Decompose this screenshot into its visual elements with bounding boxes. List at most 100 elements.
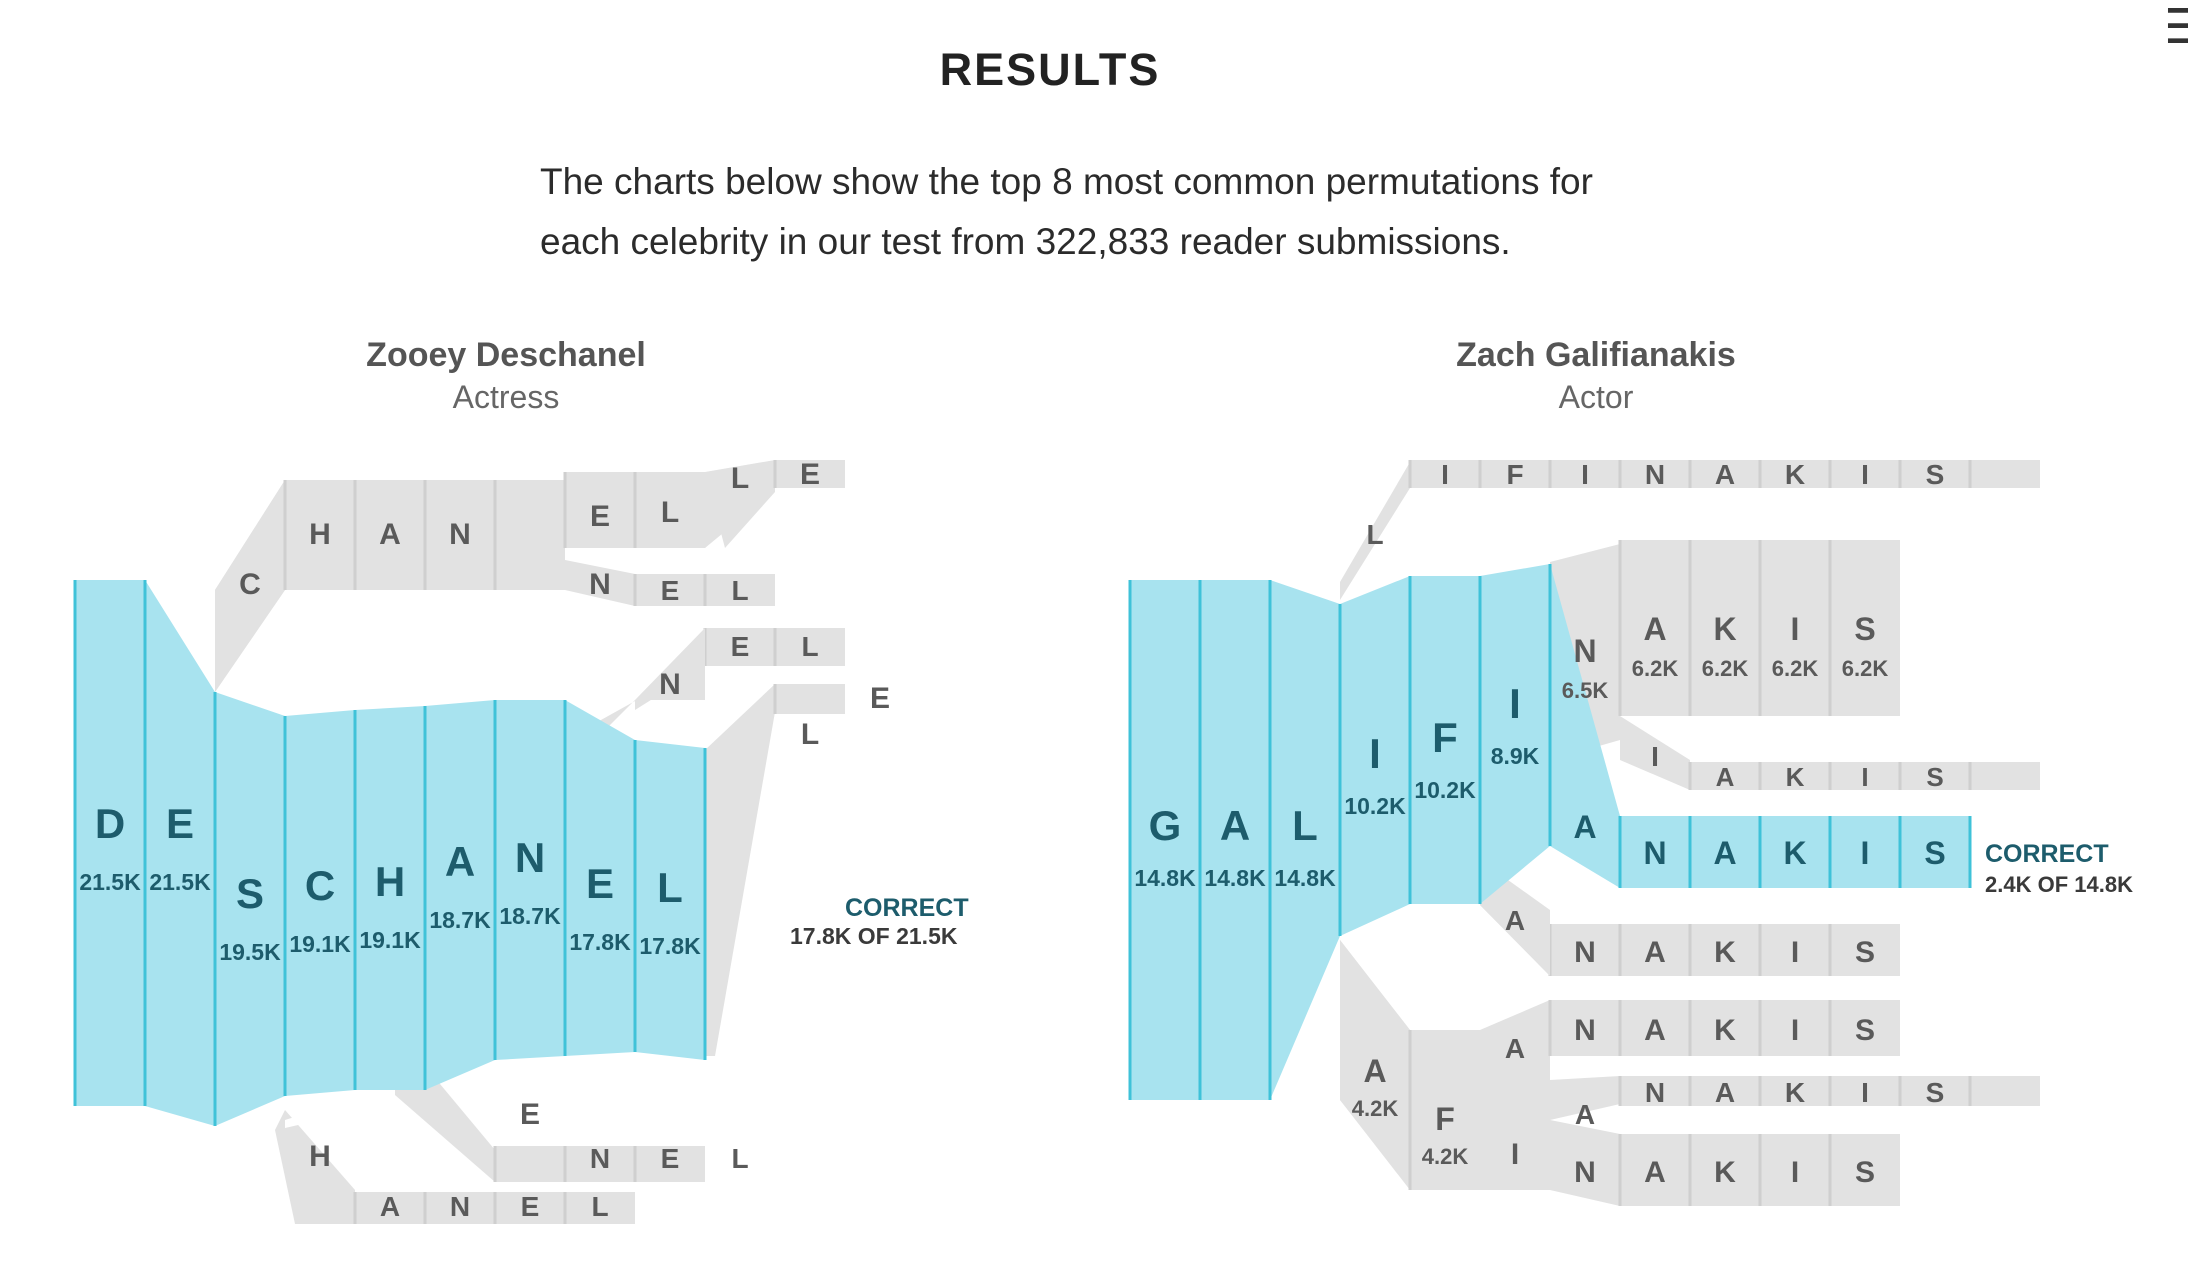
branch-shape xyxy=(1340,940,1410,1190)
branch-letter: A xyxy=(1575,1099,1595,1130)
letter-label: K xyxy=(1713,611,1736,647)
correct-letter: E xyxy=(586,860,614,907)
letter-label: H xyxy=(309,518,331,551)
correct-letter: A xyxy=(445,838,475,885)
letter-label: E xyxy=(661,575,680,606)
branch-nakis xyxy=(1618,1076,2040,1106)
letter-label: I xyxy=(1861,1077,1869,1108)
letter-label: K xyxy=(1786,762,1805,792)
letter-label: I xyxy=(1581,459,1589,490)
branch-shape xyxy=(275,1110,355,1224)
branch-shape xyxy=(565,662,705,770)
correct-letter: D xyxy=(95,800,125,847)
branch-letter: F xyxy=(1435,1101,1455,1137)
letter-label: A xyxy=(1644,1156,1666,1189)
branch-letter: L xyxy=(661,496,679,529)
branch-count: 6.2K xyxy=(1702,656,1749,681)
letter-label: L xyxy=(801,631,818,662)
branch-shape xyxy=(1480,1000,1550,1100)
celebrity-role: Actor xyxy=(1558,379,1634,415)
correct-letter: C xyxy=(305,862,335,909)
branch-letter: E xyxy=(800,458,820,491)
branch-shape xyxy=(565,560,635,606)
branch-shape xyxy=(1550,1120,1620,1206)
letter-label: K xyxy=(1785,1077,1805,1108)
letter-label: S xyxy=(1855,1014,1875,1047)
branch-shape xyxy=(635,628,705,710)
letter-label: N xyxy=(450,1191,470,1222)
letter-label: S xyxy=(1926,1077,1945,1108)
letter-label: N xyxy=(590,1143,610,1174)
letter-label: S xyxy=(1854,611,1875,647)
branch-letter: I xyxy=(1511,1138,1519,1171)
branch-shape xyxy=(705,460,775,548)
letter-label: N xyxy=(1574,1014,1596,1047)
letter-label: A xyxy=(1643,611,1666,647)
letter-label: E xyxy=(661,1143,680,1174)
letter-label: N xyxy=(449,518,471,551)
gap xyxy=(285,1098,355,1128)
branch-letter: L xyxy=(801,718,819,751)
branch-e xyxy=(773,684,845,714)
letter-label: A xyxy=(1644,936,1666,969)
branch-letter: A xyxy=(1363,1053,1386,1089)
correct-sub: 2.4K OF 14.8K xyxy=(1985,872,2133,897)
letter-label: I xyxy=(1861,762,1868,792)
branch-letter: L xyxy=(1366,519,1383,550)
correct-letter: K xyxy=(1783,835,1806,871)
branch-nakis xyxy=(1548,924,1900,976)
branch-el xyxy=(563,472,705,548)
letter-label: I xyxy=(1861,459,1869,490)
branch-letter: C xyxy=(239,568,261,601)
correct-letter: I xyxy=(1861,835,1870,871)
letter-label: L xyxy=(731,575,748,606)
correct-letter: H xyxy=(375,858,405,905)
correct-letter: N xyxy=(1643,835,1666,871)
branch-el xyxy=(703,628,845,666)
letter-label: I xyxy=(1791,1014,1799,1047)
correct-letter: G xyxy=(1149,802,1182,849)
letter-label: K xyxy=(1785,459,1805,490)
letter-label: A xyxy=(1715,459,1735,490)
correct-letter: I xyxy=(1369,730,1381,777)
letter-label: N xyxy=(1574,1156,1596,1189)
correct-letter: L xyxy=(1292,802,1318,849)
correct-label: CORRECT xyxy=(845,894,969,922)
correct-count: 17.8K xyxy=(569,929,631,955)
correct-count: 10.2K xyxy=(1414,777,1476,803)
chart-2-title: Zach Galifianakis Actor xyxy=(1246,336,1946,416)
correct-letter: A xyxy=(1713,835,1736,871)
intro-line-1: The charts below show the top 8 most com… xyxy=(540,161,1593,202)
correct-letter: A xyxy=(1220,802,1250,849)
branch-letter: N xyxy=(589,568,611,601)
letter-label: L xyxy=(731,1143,748,1174)
branch-letter: N xyxy=(659,668,681,701)
branch-count: 4.2K xyxy=(1422,1144,1469,1169)
branch-nakis xyxy=(1618,540,1900,716)
letter-label: K xyxy=(1714,1014,1736,1047)
correct-count: 19.1K xyxy=(289,931,351,957)
letter-label: A xyxy=(1716,762,1735,792)
menu-icon[interactable]: ☰ xyxy=(2164,4,2188,52)
correct-letter: I xyxy=(1509,680,1521,727)
branch-chanel xyxy=(283,480,565,590)
letter-label: N xyxy=(1645,1077,1665,1108)
letter-label: S xyxy=(1855,936,1875,969)
correct-count: 21.5K xyxy=(79,869,141,895)
letter-label: K xyxy=(1714,1156,1736,1189)
letter-label: S xyxy=(1926,459,1945,490)
letter-label: K xyxy=(1714,936,1736,969)
correct-letter: S xyxy=(236,870,264,917)
letter-label: N xyxy=(1645,459,1665,490)
correct-count: 19.1K xyxy=(359,927,421,953)
letter-label: A xyxy=(379,518,401,551)
branch-shape xyxy=(705,684,775,1056)
branch-anel xyxy=(353,1192,635,1224)
branch-f xyxy=(1408,1030,1480,1190)
branch-nel xyxy=(633,574,775,606)
letter-label: I xyxy=(1791,936,1799,969)
branch-count: 4.2K xyxy=(1352,1096,1399,1121)
branch-letter: A xyxy=(1505,1033,1525,1064)
correct-letter: E xyxy=(166,800,194,847)
intro-line-2: each celebrity in our test from 322,833 … xyxy=(540,221,1511,262)
